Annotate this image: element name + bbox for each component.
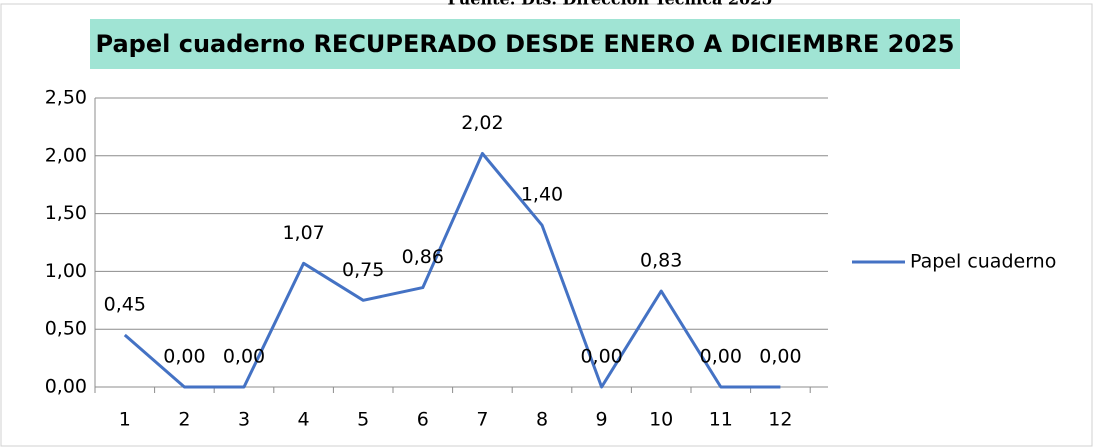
x-tick-label: 10 bbox=[649, 409, 673, 431]
legend-label: Papel cuaderno bbox=[910, 251, 1056, 273]
x-tick-label: 4 bbox=[298, 409, 310, 431]
data-label: 0,83 bbox=[640, 250, 682, 272]
data-line bbox=[123, 151, 781, 389]
data-label: 1,07 bbox=[282, 222, 324, 244]
y-tick-label: 1,50 bbox=[45, 202, 87, 224]
data-label: 0,00 bbox=[759, 346, 801, 368]
x-tick-label: 5 bbox=[357, 409, 369, 431]
y-tick-label: 2,00 bbox=[45, 144, 87, 166]
title-box bbox=[90, 19, 960, 69]
data-label: 1,40 bbox=[521, 184, 563, 206]
y-tick-label: 2,50 bbox=[45, 87, 87, 109]
data-label: 0,86 bbox=[402, 246, 444, 268]
x-tick-label: 9 bbox=[596, 409, 608, 431]
x-tick-label: 1 bbox=[119, 409, 131, 431]
data-label: 0,00 bbox=[700, 346, 742, 368]
x-tick-label: 7 bbox=[476, 409, 488, 431]
x-tick-label: 11 bbox=[709, 409, 733, 431]
y-tick-label: 0,50 bbox=[45, 318, 87, 340]
data-label: 0,45 bbox=[104, 293, 146, 315]
x-tick-label: 12 bbox=[768, 409, 792, 431]
data-label: 2,02 bbox=[461, 112, 503, 134]
data-label: 0,75 bbox=[342, 259, 384, 281]
y-tick-label: 0,00 bbox=[45, 376, 87, 398]
data-label: 0,00 bbox=[580, 346, 622, 368]
chart-frame bbox=[0, 3, 1093, 447]
x-tick-label: 8 bbox=[536, 409, 548, 431]
x-tick-label: 2 bbox=[178, 409, 190, 431]
data-label: 0,00 bbox=[163, 346, 205, 368]
source-note: Fuente: Dts. Dirección Técnica 2025 bbox=[448, 0, 773, 9]
data-label: 0,00 bbox=[223, 346, 265, 368]
x-tick-label: 6 bbox=[417, 409, 429, 431]
x-tick-label: 3 bbox=[238, 409, 250, 431]
chart-title: Papel cuaderno RECUPERADO DESDE ENERO A … bbox=[96, 30, 955, 58]
y-tick-label: 1,00 bbox=[45, 260, 87, 282]
